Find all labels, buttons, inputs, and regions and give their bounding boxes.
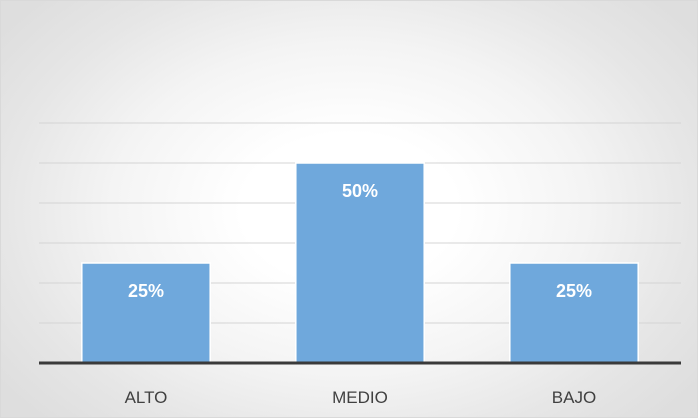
tick-label-medio: MEDIO — [332, 388, 388, 407]
data-label-alto: 25% — [128, 281, 164, 301]
data-labels: 25% 50% 25% — [128, 181, 592, 301]
bars — [81, 162, 639, 364]
bar-medio — [295, 162, 425, 364]
bar-bajo — [509, 262, 639, 364]
tick-label-bajo: BAJO — [552, 388, 596, 407]
tick-label-alto: ALTO — [125, 388, 168, 407]
data-label-medio: 50% — [342, 181, 378, 201]
x-axis-tick-labels: ALTO MEDIO BAJO — [125, 388, 597, 407]
bar-alto — [81, 262, 211, 364]
data-label-bajo: 25% — [556, 281, 592, 301]
